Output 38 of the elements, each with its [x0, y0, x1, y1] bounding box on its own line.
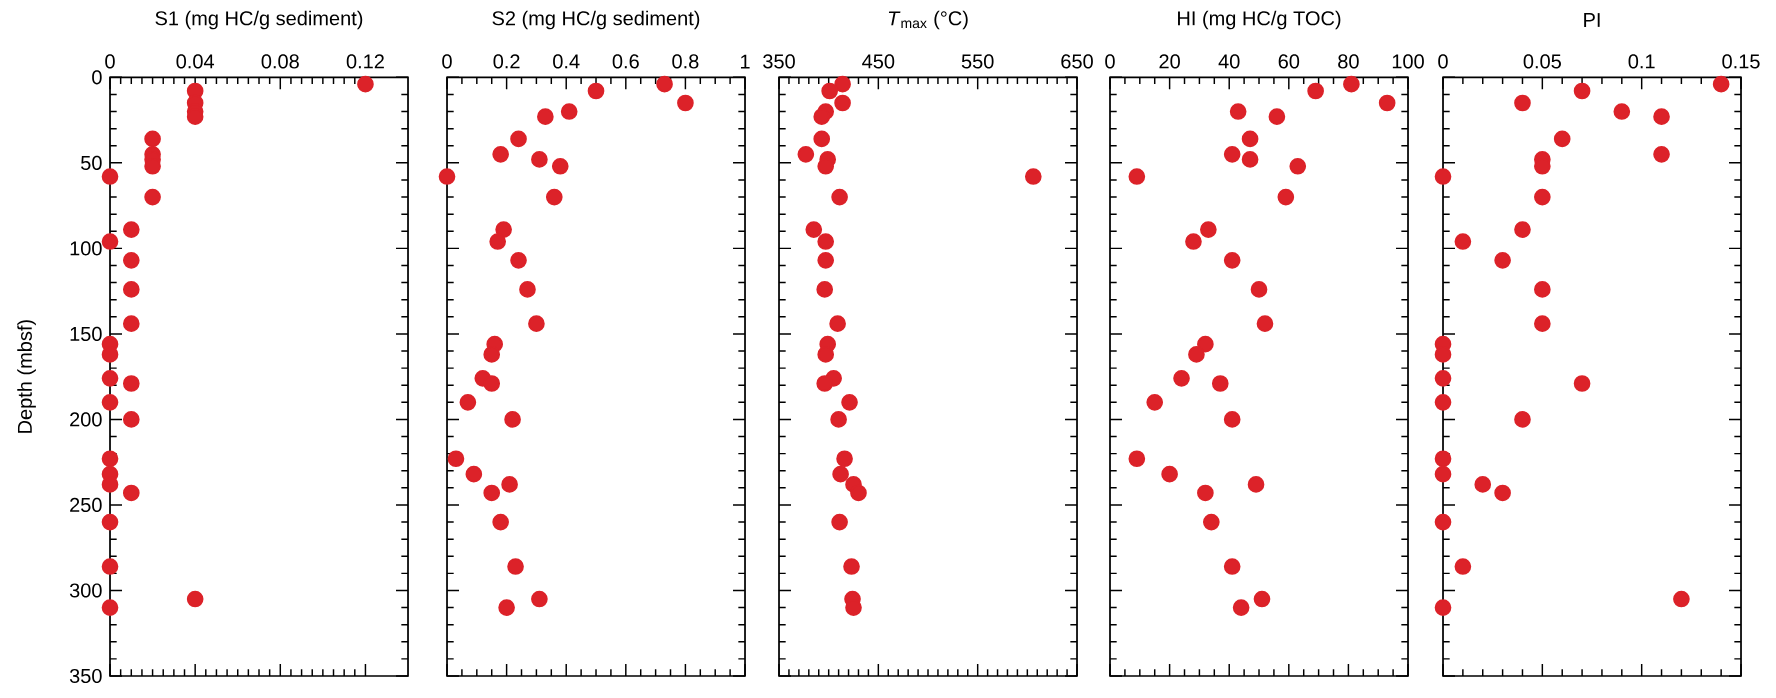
x-tick-label: 20: [1159, 54, 1180, 69]
x-tick-label: 0.04: [176, 54, 215, 69]
x-tick-label: 0: [1105, 54, 1115, 69]
y-tick-label: 150: [70, 326, 102, 341]
x-axis-title: S1 (mg HC/g sediment): [155, 10, 363, 30]
y-tick-label: 350: [69, 668, 102, 684]
x-tick-label: 0.08: [261, 54, 299, 69]
x-tick-label: 0.1: [1628, 54, 1655, 69]
x-tick-label: 0.6: [612, 54, 639, 69]
x-axis-title: PI: [1584, 13, 1600, 27]
x-tick-label: 0: [105, 54, 115, 69]
y-tick-label: 0: [92, 70, 102, 85]
x-axis-title: HI (mg HC/g TOC): [1178, 10, 1341, 30]
x-tick-label: 1: [740, 54, 750, 69]
x-tick-label: 60: [1278, 54, 1300, 69]
x-tick-label: 40: [1218, 54, 1240, 69]
y-axis-title: Depth (mbsf): [17, 320, 36, 433]
x-tick-label: 100: [1392, 54, 1424, 69]
x-tick-label: 0.15: [1722, 54, 1760, 69]
x-axis-title: S2 (mg HC/g sediment): [492, 10, 700, 30]
x-tick-label: 0: [1438, 54, 1448, 69]
x-tick-label: 450: [862, 54, 895, 69]
x-tick-label: 0: [442, 54, 452, 69]
x-tick-label: 0.8: [672, 54, 699, 69]
x-tick-label: 0.4: [553, 54, 580, 69]
y-tick-label: 300: [69, 583, 102, 598]
y-tick-label: 200: [70, 412, 102, 427]
x-tick-label: 650: [1061, 54, 1093, 69]
x-axis-title: T$_{max}$ (°C): [888, 10, 968, 30]
x-tick-label: 80: [1338, 54, 1359, 69]
y-tick-label: 250: [70, 497, 102, 513]
x-tick-label: 350: [763, 54, 795, 69]
x-tick-label: 0.12: [346, 54, 384, 69]
x-tick-label: 0.05: [1523, 54, 1561, 69]
x-tick-label: 550: [961, 54, 994, 69]
x-tick-label: 0.2: [493, 54, 520, 69]
y-tick-label: 50: [81, 155, 102, 170]
y-tick-label: 100: [70, 241, 102, 256]
